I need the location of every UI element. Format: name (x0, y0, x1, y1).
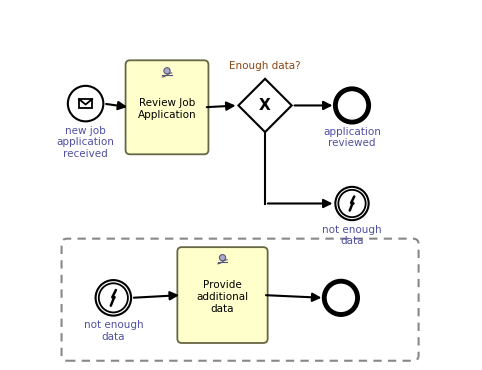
Bar (79, 99, 92, 108)
Text: not enough
data: not enough data (83, 320, 143, 342)
Text: X: X (259, 98, 271, 113)
Circle shape (335, 187, 369, 220)
Text: not enough
data: not enough data (322, 225, 382, 246)
FancyBboxPatch shape (62, 239, 418, 361)
Text: Provide
additional
data: Provide additional data (197, 280, 249, 313)
Circle shape (335, 89, 369, 122)
Text: application
reviewed: application reviewed (323, 127, 381, 148)
Circle shape (164, 68, 170, 74)
Text: Enough data?: Enough data? (229, 61, 301, 71)
Circle shape (219, 255, 226, 261)
FancyBboxPatch shape (125, 60, 208, 154)
Circle shape (68, 86, 103, 121)
Text: Review Job
Application: Review Job Application (138, 98, 196, 120)
Circle shape (95, 280, 131, 316)
FancyBboxPatch shape (177, 247, 268, 343)
Circle shape (324, 281, 358, 314)
Polygon shape (239, 79, 292, 132)
Text: new job
application
received: new job application received (57, 126, 115, 159)
